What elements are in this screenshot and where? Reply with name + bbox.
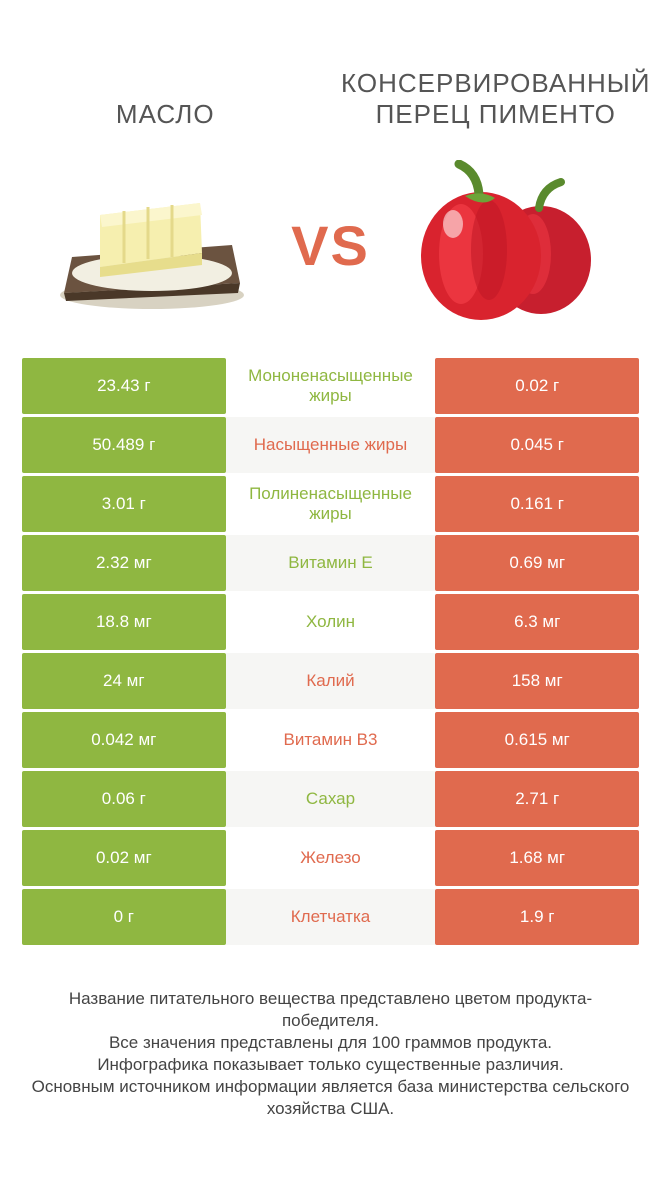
table-row: 0 гКлетчатка1.9 г <box>22 889 639 945</box>
right-value: 0.161 г <box>435 476 639 532</box>
table-row: 0.02 мгЖелезо1.68 мг <box>22 830 639 886</box>
right-product-image <box>378 150 641 340</box>
right-value: 0.615 мг <box>435 712 639 768</box>
vs-label: VS <box>283 213 378 278</box>
left-value: 23.43 г <box>22 358 226 414</box>
left-value: 18.8 мг <box>22 594 226 650</box>
table-row: 23.43 гМононенасыщенные жиры0.02 г <box>22 358 639 414</box>
left-product-title: Масло <box>0 99 331 140</box>
table-row: 50.489 гНасыщенные жиры0.045 г <box>22 417 639 473</box>
images-row: VS <box>0 140 661 340</box>
nutrient-label: Сахар <box>226 771 436 827</box>
left-value: 0.06 г <box>22 771 226 827</box>
left-value: 3.01 г <box>22 476 226 532</box>
nutrient-label: Полиненасыщенные жиры <box>226 476 436 532</box>
right-value: 1.9 г <box>435 889 639 945</box>
table-row: 2.32 мгВитамин E0.69 мг <box>22 535 639 591</box>
table-row: 18.8 мгХолин6.3 мг <box>22 594 639 650</box>
right-value: 1.68 мг <box>435 830 639 886</box>
left-value: 0.02 мг <box>22 830 226 886</box>
left-value: 2.32 мг <box>22 535 226 591</box>
table-row: 24 мгКалий158 мг <box>22 653 639 709</box>
footer-notes: Название питательного вещества представл… <box>0 948 661 1121</box>
right-value: 6.3 мг <box>435 594 639 650</box>
footer-line: Все значения представлены для 100 граммо… <box>28 1032 633 1054</box>
nutrient-label: Витамин E <box>226 535 436 591</box>
comparison-table: 23.43 гМононенасыщенные жиры0.02 г50.489… <box>22 358 639 945</box>
nutrient-label: Калий <box>226 653 436 709</box>
right-value: 0.045 г <box>435 417 639 473</box>
footer-line: Основным источником информации является … <box>28 1076 633 1120</box>
header-row: Масло Консервированный перец Пименто <box>0 0 661 140</box>
left-value: 0.042 мг <box>22 712 226 768</box>
right-value: 2.71 г <box>435 771 639 827</box>
footer-line: Инфографика показывает только существенн… <box>28 1054 633 1076</box>
pepper-icon <box>409 160 609 330</box>
right-value: 0.02 г <box>435 358 639 414</box>
table-row: 3.01 гПолиненасыщенные жиры0.161 г <box>22 476 639 532</box>
nutrient-label: Железо <box>226 830 436 886</box>
butter-icon <box>52 175 252 315</box>
table-row: 0.042 мгВитамин B30.615 мг <box>22 712 639 768</box>
table-row: 0.06 гСахар2.71 г <box>22 771 639 827</box>
nutrient-label: Клетчатка <box>226 889 436 945</box>
right-value: 0.69 мг <box>435 535 639 591</box>
nutrient-label: Витамин B3 <box>226 712 436 768</box>
footer-line: Название питательного вещества представл… <box>28 988 633 1032</box>
right-product-title: Консервированный перец Пименто <box>331 68 661 140</box>
nutrient-label: Мононенасыщенные жиры <box>226 358 436 414</box>
left-value: 24 мг <box>22 653 226 709</box>
nutrient-label: Холин <box>226 594 436 650</box>
left-value: 0 г <box>22 889 226 945</box>
nutrient-label: Насыщенные жиры <box>226 417 436 473</box>
right-value: 158 мг <box>435 653 639 709</box>
left-product-image <box>20 150 283 340</box>
left-value: 50.489 г <box>22 417 226 473</box>
